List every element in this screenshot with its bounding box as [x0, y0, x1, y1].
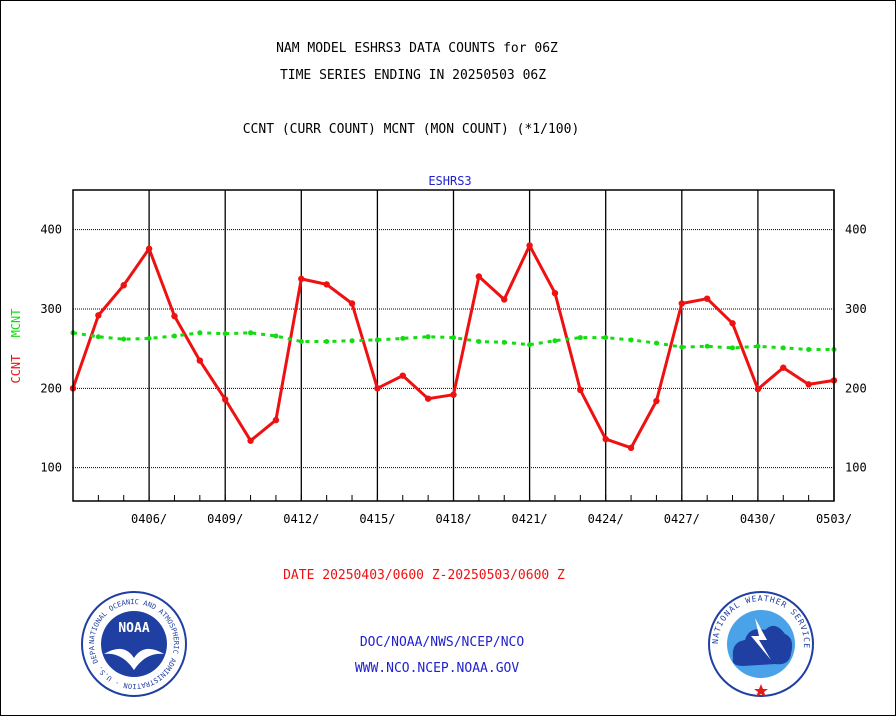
series-point-ccnt: [703, 295, 711, 302]
series-point-ccnt: [577, 386, 584, 394]
series-point-mcnt: [704, 343, 710, 349]
series-point-mcnt: [730, 345, 736, 351]
plot-title: ESHRS3: [428, 174, 471, 188]
y-tick-label-right: 100: [845, 461, 867, 475]
series-point-ccnt: [678, 300, 685, 307]
series-point-mcnt: [298, 339, 304, 345]
series-point-mcnt: [552, 338, 558, 344]
title-line-2: TIME SERIES ENDING IN 20250503 06Z: [280, 68, 546, 83]
y-tick-label-right: 200: [845, 381, 867, 395]
x-tick-label: 0412/: [283, 512, 319, 526]
x-tick-label: 0406/: [131, 512, 167, 526]
y-axis-label-mcnt: MCNT: [9, 308, 23, 337]
noaa-bird-icon: [104, 648, 164, 670]
y-tick-label-left: 200: [40, 381, 62, 395]
series-point-ccnt: [754, 385, 762, 393]
y-axis-label-ccnt: CCNT: [9, 355, 23, 384]
noaa-logo-inner: [101, 611, 167, 677]
series-point-ccnt: [551, 289, 559, 297]
series-point-mcnt: [95, 334, 101, 340]
series-point-mcnt: [374, 337, 380, 343]
series-point-ccnt: [272, 416, 280, 424]
y-tick-label-left: 100: [40, 461, 62, 475]
series-point-ccnt: [374, 385, 381, 392]
series-point-ccnt: [475, 273, 483, 280]
series-point-ccnt: [729, 320, 736, 327]
series-point-mcnt: [222, 331, 228, 337]
series-point-mcnt: [501, 339, 507, 345]
series-layer: [69, 242, 838, 452]
noaa-logo-center-text: NOAA: [118, 621, 149, 636]
series-point-ccnt: [602, 435, 609, 443]
series-point-mcnt: [628, 337, 634, 343]
series-point-mcnt: [400, 335, 406, 341]
series-point-mcnt: [603, 335, 609, 341]
org-path-label: DOC/NOAA/NWS/NCEP/NCO: [360, 635, 525, 650]
date-range-label: DATE 20250403/0600 Z-20250503/0600 Z: [283, 568, 565, 583]
series-point-mcnt: [755, 343, 761, 349]
series-point-ccnt: [424, 395, 432, 402]
series-point-mcnt: [121, 336, 127, 342]
series-point-ccnt: [780, 364, 787, 371]
series-point-mcnt: [425, 334, 431, 340]
series-point-mcnt: [679, 344, 685, 350]
series-point-mcnt: [653, 340, 659, 346]
series-point-ccnt: [120, 282, 127, 289]
series-point-ccnt: [399, 372, 406, 379]
x-tick-label: 0415/: [359, 512, 395, 526]
series-point-ccnt: [348, 300, 356, 307]
series-point-ccnt: [196, 357, 204, 364]
x-tick-label: 0430/: [740, 512, 776, 526]
series-point-mcnt: [171, 333, 177, 339]
axis-layer: 100 200 300 400 100 200 300 400 0406/0409/0412/0…: [40, 189, 867, 526]
nws-lightning-icon: [751, 618, 771, 660]
series-point-mcnt: [780, 345, 786, 351]
series-point-mcnt: [248, 330, 254, 336]
series-point-mcnt: [527, 342, 533, 348]
series-point-ccnt: [653, 397, 660, 405]
x-tick-label: 0427/: [664, 512, 700, 526]
nws-logo: NATIONAL WEATHER SERVICE: [708, 591, 814, 697]
series-point-mcnt: [577, 335, 583, 341]
website-label: WWW.NCO.NCEP.NOAA.GOV: [355, 661, 520, 676]
y-tick-label-left: 300: [40, 302, 62, 316]
series-point-ccnt: [222, 396, 229, 403]
y-tick-label-right: 400: [845, 223, 867, 237]
x-tick-label: 0421/: [512, 512, 548, 526]
series-point-ccnt: [95, 312, 102, 319]
series-point-mcnt: [806, 346, 812, 352]
noaa-logo: NATIONAL OCEANIC AND ATMOSPHERIC ADMINIS…: [81, 591, 187, 697]
y-axis-label: CCNT MCNT: [9, 308, 23, 383]
nws-star-icon: [754, 684, 768, 697]
y-tick-label-left: 400: [40, 223, 62, 237]
title-line-1: NAM MODEL ESHRS3 DATA COUNTS for 06Z: [276, 41, 558, 56]
series-point-mcnt: [146, 335, 152, 341]
series-point-mcnt: [451, 335, 456, 341]
series-point-ccnt: [627, 444, 635, 452]
x-tick-label: 0409/: [207, 512, 243, 526]
series-point-ccnt: [526, 242, 533, 249]
series-point-ccnt: [247, 437, 254, 444]
series-point-mcnt: [349, 338, 355, 344]
grid-layer: [73, 190, 835, 501]
series-point-ccnt: [145, 245, 153, 252]
series-point-ccnt: [805, 381, 812, 388]
x-tick-label: 0418/: [435, 512, 471, 526]
series-point-mcnt: [476, 339, 482, 345]
series-point-ccnt: [298, 275, 305, 283]
y-axis-label-text: CCNT MCNT: [9, 308, 23, 383]
series-point-ccnt: [171, 312, 178, 320]
series-point-ccnt: [323, 281, 330, 288]
series-point-mcnt: [324, 339, 330, 345]
series-point-ccnt: [450, 391, 457, 398]
series-point-ccnt: [501, 296, 508, 303]
chart-subtitle: CCNT (CURR COUNT) MCNT (MON COUNT) (*1/1…: [243, 122, 580, 137]
series-point-mcnt: [197, 330, 203, 336]
x-tick-label: 0503/: [816, 512, 852, 526]
y-tick-label-right: 300: [845, 302, 867, 316]
x-tick-label: 0424/: [588, 512, 624, 526]
series-point-mcnt: [273, 333, 279, 339]
